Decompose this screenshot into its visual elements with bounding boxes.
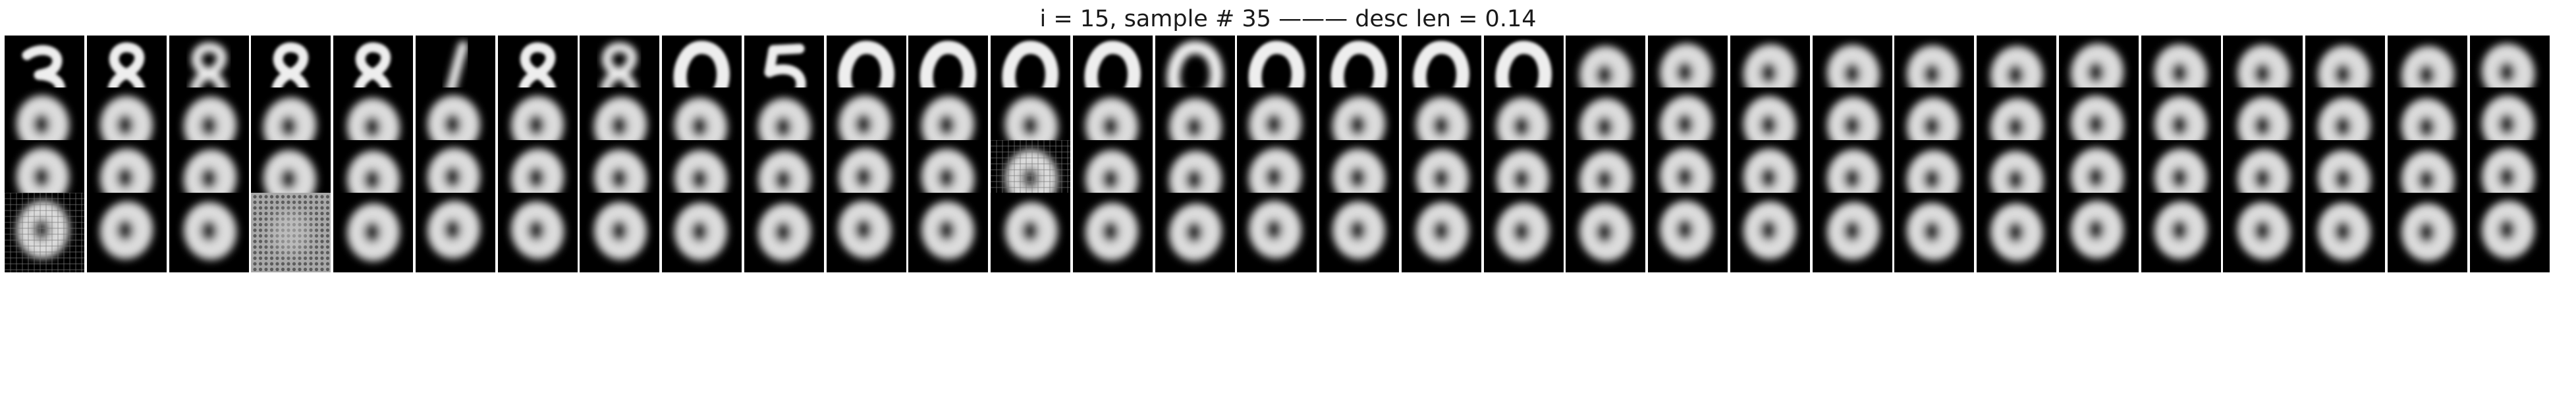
sample-image [2387, 193, 2467, 272]
sample-image-tile [2141, 193, 2221, 272]
sample-image [580, 193, 660, 272]
sample-image-tile [1894, 193, 1975, 272]
sample-image-tile [1648, 193, 1728, 272]
sample-image [333, 193, 413, 272]
sample-image-tile [744, 193, 824, 272]
sample-image-tile [1483, 193, 1564, 272]
sample-image-tile [2387, 193, 2467, 272]
sample-image-tile [1072, 193, 1153, 272]
sample-image-tile [580, 193, 660, 272]
sample-image-tile [908, 193, 989, 272]
sample-image [1812, 193, 1892, 272]
sample-image [169, 193, 249, 272]
sample-image [1319, 193, 1399, 272]
sample-image-tile [415, 193, 495, 272]
sample-image [1072, 193, 1153, 272]
sample-image [2223, 193, 2303, 272]
sample-image [1566, 193, 1646, 272]
sample-image-tile [991, 193, 1070, 272]
sample-image-tile [1566, 193, 1646, 272]
sample-image-tile [2469, 193, 2550, 272]
sample-image-tile [5, 88, 84, 167]
sample-image [1977, 193, 2056, 272]
sample-image [908, 193, 989, 272]
sample-image-tile [1155, 193, 1235, 272]
figure-title: i = 15, sample # 35 ——— desc len = 0.14 [1039, 6, 1537, 32]
sample-image-tile [1977, 193, 2056, 272]
sample-image-tile [1319, 193, 1399, 272]
sample-image-tile [497, 193, 578, 272]
sample-image-tile [826, 193, 906, 272]
sample-image-tile [1237, 193, 1317, 272]
sample-image [1648, 193, 1728, 272]
sample-image-tile [5, 193, 84, 272]
sample-image [2305, 193, 2385, 272]
sample-image [1894, 193, 1975, 272]
sample-image-tile [662, 193, 742, 272]
sample-image [662, 193, 742, 272]
sample-image [991, 193, 1070, 272]
sample-image-tile [251, 193, 331, 272]
sample-image-tile [2305, 193, 2385, 272]
sample-image [251, 193, 331, 272]
sample-image [2058, 193, 2139, 272]
sample-image [2469, 193, 2550, 272]
sample-image [1237, 193, 1317, 272]
sample-image-tile [333, 193, 413, 272]
sample-image [1401, 193, 1481, 272]
sample-image [744, 193, 824, 272]
sample-image-tile [2223, 193, 2303, 272]
sample-image [1483, 193, 1564, 272]
sample-image-tile [86, 193, 167, 272]
sample-image-tile [1730, 193, 1810, 272]
sample-image-tile [169, 193, 249, 272]
sample-image [5, 193, 84, 272]
sample-image [1730, 193, 1810, 272]
sample-image [497, 193, 578, 272]
sample-image [415, 193, 495, 272]
sample-image-tile [1401, 193, 1481, 272]
sample-image [1155, 193, 1235, 272]
sample-image-tile [1812, 193, 1892, 272]
sample-image [2141, 193, 2221, 272]
sample-image [826, 193, 906, 272]
sample-image-tile [2058, 193, 2139, 272]
sample-image [86, 193, 167, 272]
